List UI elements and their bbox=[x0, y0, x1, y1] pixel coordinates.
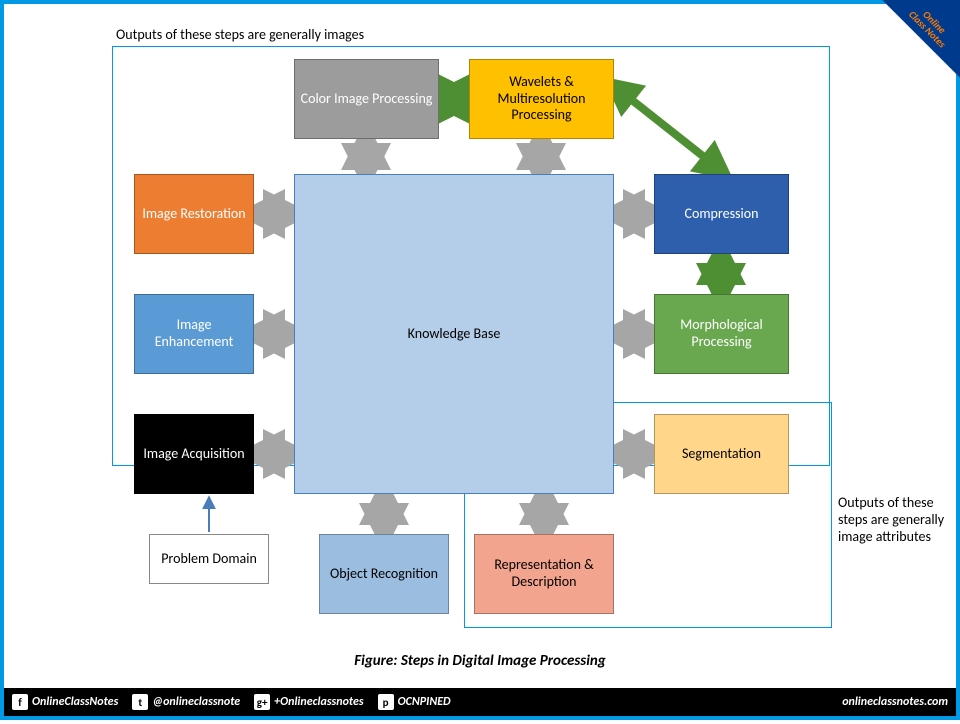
corner-badge: Online Class Notes bbox=[850, 0, 960, 110]
badge-line1: Online bbox=[920, 8, 948, 36]
caption-figure: Figure: Steps in Digital Image Processin… bbox=[4, 652, 956, 670]
badge-line2: Class Notes bbox=[906, 8, 949, 51]
node-color-image: Color Image Processing bbox=[294, 59, 439, 139]
node-morphological: Morphological Processing bbox=[654, 294, 789, 374]
acquisition-label: Image Acquisition bbox=[143, 446, 244, 463]
node-segmentation: Segmentation bbox=[654, 414, 789, 494]
object-recognition-label: Object Recognition bbox=[330, 566, 438, 583]
facebook-label: OnlineClassNotes bbox=[32, 695, 118, 709]
node-representation: Representation & Description bbox=[474, 534, 614, 614]
problem-domain-label: Problem Domain bbox=[161, 551, 257, 568]
node-knowledge-base: Knowledge Base bbox=[294, 174, 614, 494]
node-enhancement: Image Enhancement bbox=[134, 294, 254, 374]
caption-top: Outputs of these steps are generally ima… bbox=[116, 26, 364, 43]
caption-right: Outputs of these steps are generally ima… bbox=[838, 494, 948, 545]
footer-site[interactable]: onlineclassnotes.com bbox=[842, 695, 948, 709]
wavelets-label: Wavelets & Multiresolution Processing bbox=[474, 74, 609, 124]
representation-label: Representation & Description bbox=[479, 557, 609, 591]
pinterest-label: OCNPINED bbox=[398, 695, 451, 709]
segmentation-label: Segmentation bbox=[682, 446, 761, 463]
color-image-label: Color Image Processing bbox=[301, 91, 433, 108]
restoration-label: Image Restoration bbox=[142, 206, 245, 223]
node-wavelets: Wavelets & Multiresolution Processing bbox=[469, 59, 614, 139]
twitter-label: @onlineclassnote bbox=[152, 695, 240, 709]
node-restoration: Image Restoration bbox=[134, 174, 254, 254]
morphological-label: Morphological Processing bbox=[659, 317, 784, 351]
gplus-label: +Onlineclassnotes bbox=[274, 695, 363, 709]
twitter-icon: t bbox=[132, 694, 148, 710]
social-facebook[interactable]: f OnlineClassNotes bbox=[12, 694, 118, 710]
pinterest-icon: p bbox=[378, 694, 394, 710]
compression-label: Compression bbox=[685, 206, 759, 223]
footer-bar: f OnlineClassNotes t @onlineclassnote g+… bbox=[4, 688, 956, 716]
social-twitter[interactable]: t @onlineclassnote bbox=[132, 694, 240, 710]
node-problem-domain: Problem Domain bbox=[149, 534, 269, 584]
node-compression: Compression bbox=[654, 174, 789, 254]
node-object-recognition: Object Recognition bbox=[319, 534, 449, 614]
node-acquisition: Image Acquisition bbox=[134, 414, 254, 494]
enhancement-label: Image Enhancement bbox=[139, 317, 249, 351]
social-pinterest[interactable]: p OCNPINED bbox=[378, 694, 451, 710]
facebook-icon: f bbox=[12, 694, 28, 710]
gplus-icon: g+ bbox=[254, 694, 270, 710]
knowledge-base-label: Knowledge Base bbox=[408, 326, 501, 343]
social-gplus[interactable]: g+ +Onlineclassnotes bbox=[254, 694, 363, 710]
